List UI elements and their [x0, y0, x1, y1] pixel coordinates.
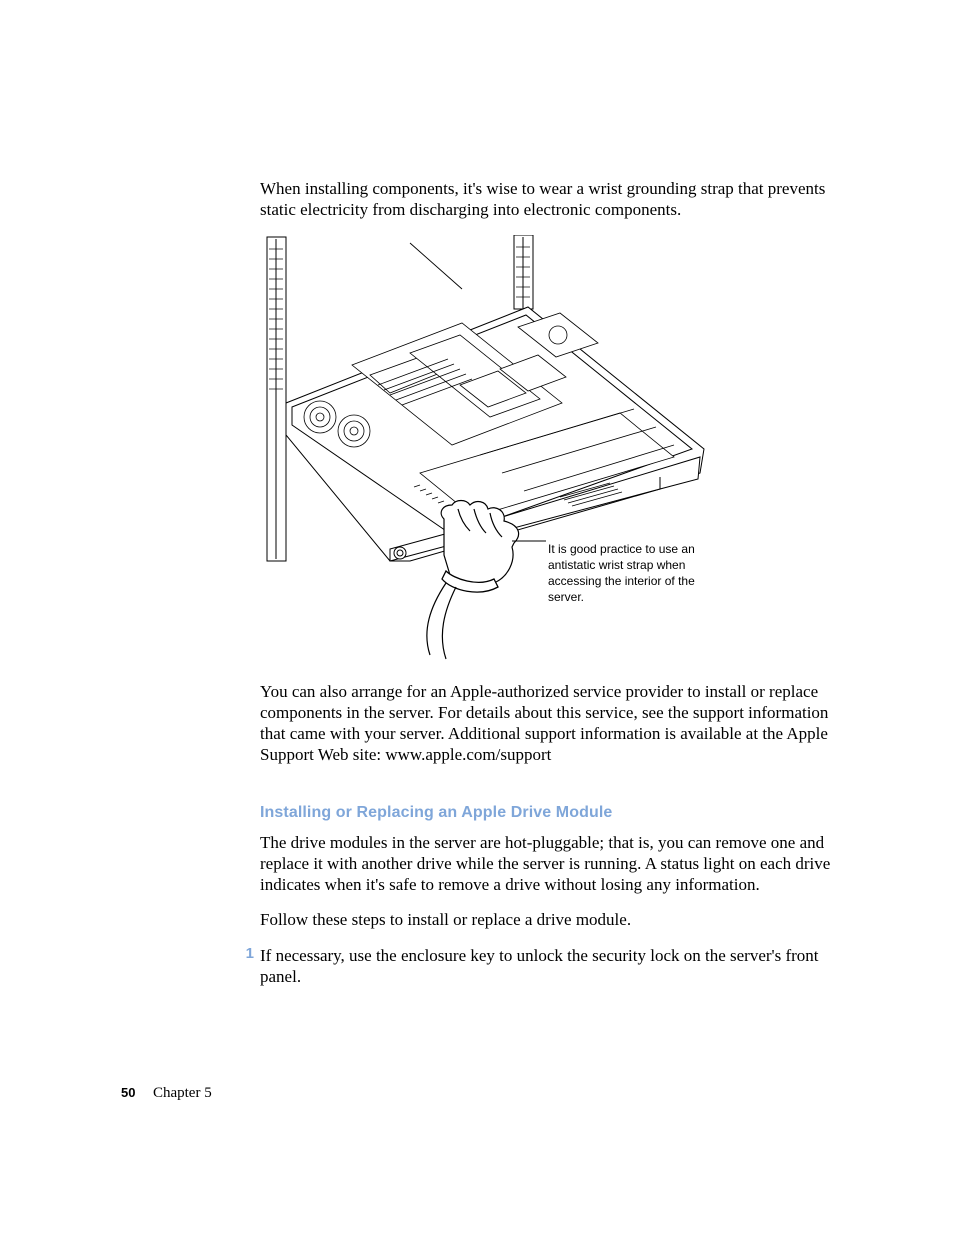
paragraph-follow-steps: Follow these steps to install or replace…: [260, 909, 838, 930]
chapter-label: Chapter 5: [153, 1085, 212, 1101]
document-page: When installing components, it's wise to…: [0, 0, 954, 1235]
figure-server-wrist-strap: It is good practice to use an antistatic…: [260, 235, 838, 663]
paragraph-service: You can also arrange for an Apple-author…: [260, 681, 838, 766]
paragraph-drive-intro: The drive modules in the server are hot-…: [260, 832, 838, 896]
section-heading-installing-drive: Installing or Replacing an Apple Drive M…: [260, 804, 838, 822]
paragraph-intro: When installing components, it's wise to…: [260, 178, 838, 221]
page-footer: 50 Chapter 5: [121, 1085, 212, 1102]
step-number: 1: [230, 945, 254, 964]
content-column: When installing components, it's wise to…: [260, 178, 838, 1001]
step-1-text: If necessary, use the enclosure key to u…: [260, 946, 819, 986]
figure-callout-text: It is good practice to use an antistatic…: [548, 541, 728, 606]
page-number: 50: [121, 1085, 135, 1100]
step-1: 1 If necessary, use the enclosure key to…: [260, 945, 838, 988]
